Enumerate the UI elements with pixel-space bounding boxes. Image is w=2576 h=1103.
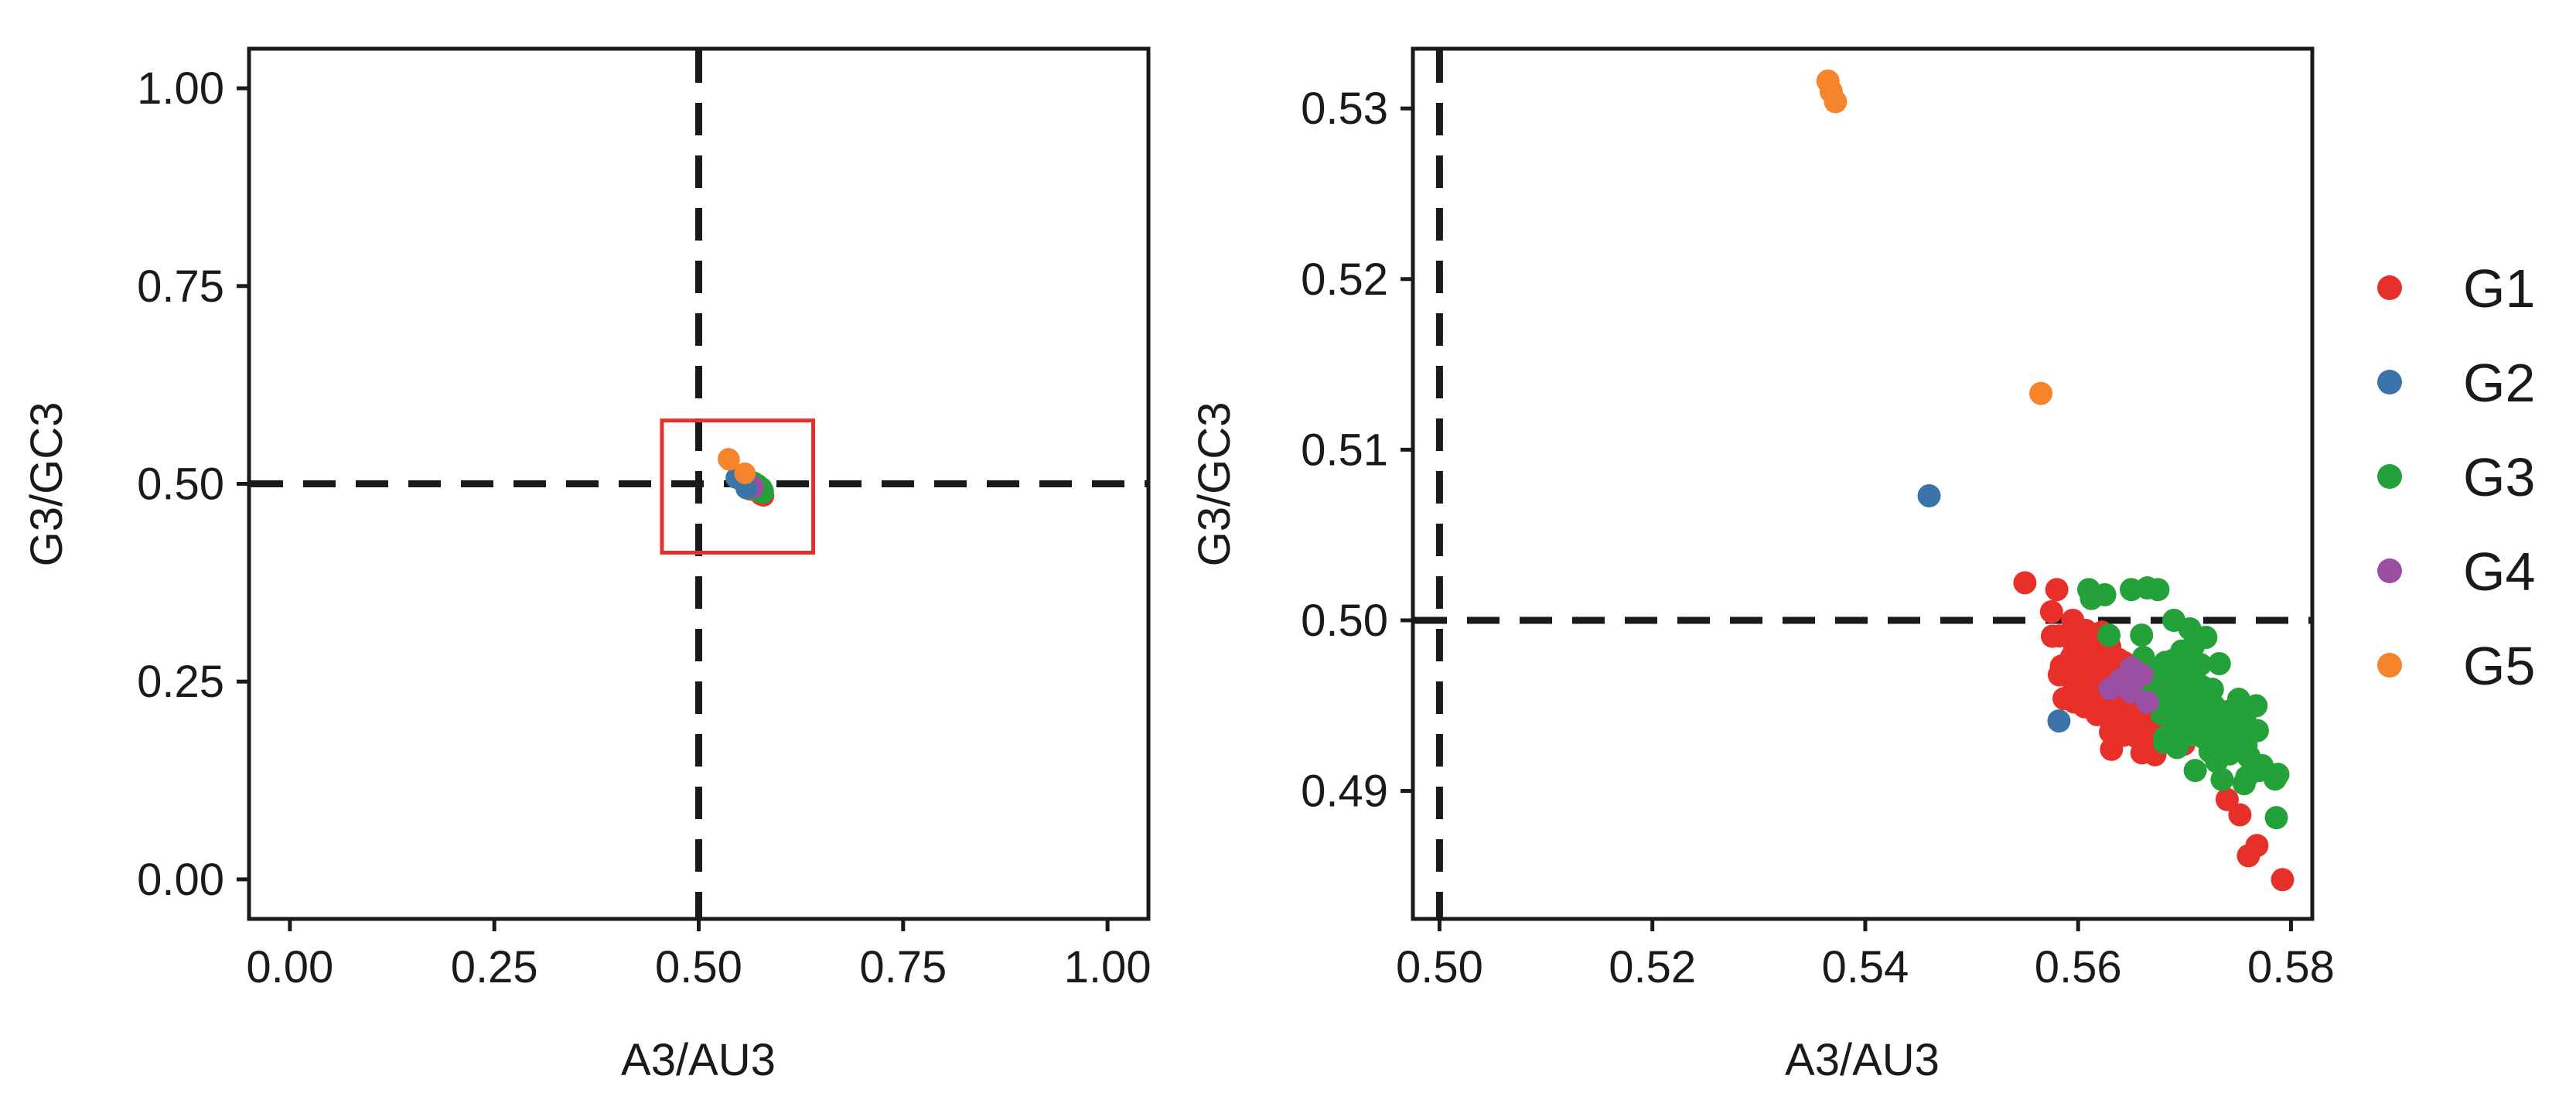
- data-point-g1: [2067, 657, 2091, 681]
- y-tick-label: 0.51: [1301, 425, 1388, 475]
- x-tick-label: 1.00: [1064, 942, 1152, 992]
- data-point-g3: [2185, 671, 2209, 695]
- x-tick-label: 0.75: [859, 942, 947, 992]
- data-point-g1: [2013, 571, 2037, 595]
- y-tick-label: 0.53: [1301, 84, 1388, 134]
- legend-marker-g1: [2377, 275, 2402, 300]
- right-y-ticks: 0.49 0.50 0.51 0.52 0.53: [1301, 84, 1413, 817]
- data-point-g5: [718, 449, 740, 471]
- legend-marker-g5: [2377, 653, 2402, 678]
- data-point-g3: [2130, 623, 2154, 647]
- data-point-g3: [2232, 772, 2256, 796]
- data-point-g1: [2066, 626, 2090, 650]
- data-point-g1: [2040, 624, 2064, 648]
- legend-marker-g2: [2377, 370, 2402, 394]
- data-point-g3: [2093, 582, 2117, 606]
- legend-label-g4: G4: [2463, 541, 2535, 602]
- data-point-g3: [2097, 623, 2121, 647]
- legend-label-g2: G2: [2463, 353, 2535, 413]
- y-tick-label: 1.00: [137, 63, 224, 114]
- right-reference-lines: [1414, 50, 2311, 917]
- data-point-g1: [2245, 834, 2269, 858]
- data-point-g1: [2081, 697, 2105, 721]
- legend: G1 G2 G3 G4 G5: [2377, 258, 2535, 696]
- left-x-ticks: 0.00 0.25 0.50 0.75 1.00: [246, 919, 1152, 992]
- right-plot-frame: [1411, 46, 2315, 921]
- x-tick-label: 0.56: [2035, 942, 2122, 992]
- right-y-axis-title: G3/GC3: [1189, 402, 1240, 567]
- data-point-g4: [2135, 690, 2159, 714]
- data-point-g1: [2077, 674, 2101, 698]
- x-tick-label: 0.00: [246, 942, 333, 992]
- data-point-g5: [1824, 90, 1848, 114]
- data-point-g3: [2158, 674, 2182, 698]
- left-x-axis-title: A3/AU3: [621, 1035, 776, 1085]
- y-tick-label: 0.50: [137, 459, 224, 510]
- x-tick-label: 0.50: [655, 942, 742, 992]
- legend-label-g5: G5: [2463, 636, 2535, 696]
- y-tick-label: 0.52: [1301, 254, 1388, 305]
- data-point-g3: [2216, 700, 2240, 724]
- data-point-g1: [2228, 803, 2252, 827]
- data-point-g3: [2146, 578, 2170, 602]
- right-x-axis-title: A3/AU3: [1785, 1035, 1940, 1085]
- data-point-g3: [2244, 694, 2268, 718]
- data-point-g5: [2029, 381, 2053, 405]
- x-tick-label: 0.50: [1396, 942, 1483, 992]
- data-point-g1: [2101, 705, 2125, 729]
- x-tick-label: 0.58: [2247, 942, 2335, 992]
- left-reference-lines: [251, 50, 1147, 917]
- legend-label-g3: G3: [2463, 447, 2535, 507]
- data-point-g3: [2237, 745, 2260, 769]
- y-tick-label: 0.50: [1301, 596, 1388, 646]
- x-tick-label: 0.54: [1821, 942, 1909, 992]
- y-tick-label: 0.75: [137, 261, 224, 312]
- data-point-g3: [2162, 648, 2186, 672]
- left-y-ticks: 0.00 0.25 0.50 0.75 1.00: [137, 63, 249, 905]
- data-point-g3: [2196, 713, 2219, 737]
- left-panel: 0.00 0.25 0.50 0.75 1.00 0.00 0.25 0.50 0.75 1.0…: [22, 46, 1152, 1085]
- data-point-g3: [2172, 722, 2196, 746]
- data-point-g3: [2183, 759, 2207, 783]
- x-tick-label: 0.52: [1609, 942, 1696, 992]
- data-point-g3: [2210, 767, 2234, 791]
- zoom-highlight-box: [660, 418, 816, 555]
- left-y-axis-title: G3/GC3: [22, 402, 72, 567]
- data-point-g3: [2157, 698, 2181, 722]
- left-points: [718, 448, 775, 507]
- data-point-g3: [2194, 626, 2218, 650]
- y-tick-label: 0.25: [137, 657, 224, 707]
- data-point-g1: [2039, 599, 2063, 623]
- data-point-g3: [2233, 722, 2257, 746]
- right-x-ticks: 0.50 0.52 0.54 0.56 0.58: [1396, 919, 2335, 992]
- right-points: [1816, 69, 2295, 892]
- data-point-g4: [2109, 668, 2133, 692]
- data-point-g3: [2207, 651, 2231, 675]
- data-point-g3: [2216, 724, 2240, 748]
- y-tick-label: 0.00: [137, 855, 224, 905]
- y-tick-label: 0.49: [1301, 767, 1388, 817]
- legend-marker-g4: [2377, 558, 2402, 583]
- data-point-g2: [1917, 483, 1941, 507]
- data-point-g1: [2215, 787, 2239, 811]
- data-point-g3: [2264, 806, 2288, 830]
- legend-marker-g3: [2377, 464, 2402, 489]
- data-point-g1: [2062, 690, 2086, 714]
- data-point-g2: [2047, 709, 2071, 733]
- data-point-g5: [734, 462, 756, 484]
- legend-label-g1: G1: [2463, 258, 2535, 319]
- data-point-g1: [2045, 578, 2069, 602]
- x-tick-label: 0.25: [451, 942, 538, 992]
- right-panel: 0.50 0.52 0.54 0.56 0.58 0.490.500.510.520.5…: [1189, 46, 2335, 1085]
- data-point-g3: [2209, 744, 2233, 768]
- data-point-g1: [2271, 868, 2295, 892]
- data-point-g4: [2130, 663, 2154, 687]
